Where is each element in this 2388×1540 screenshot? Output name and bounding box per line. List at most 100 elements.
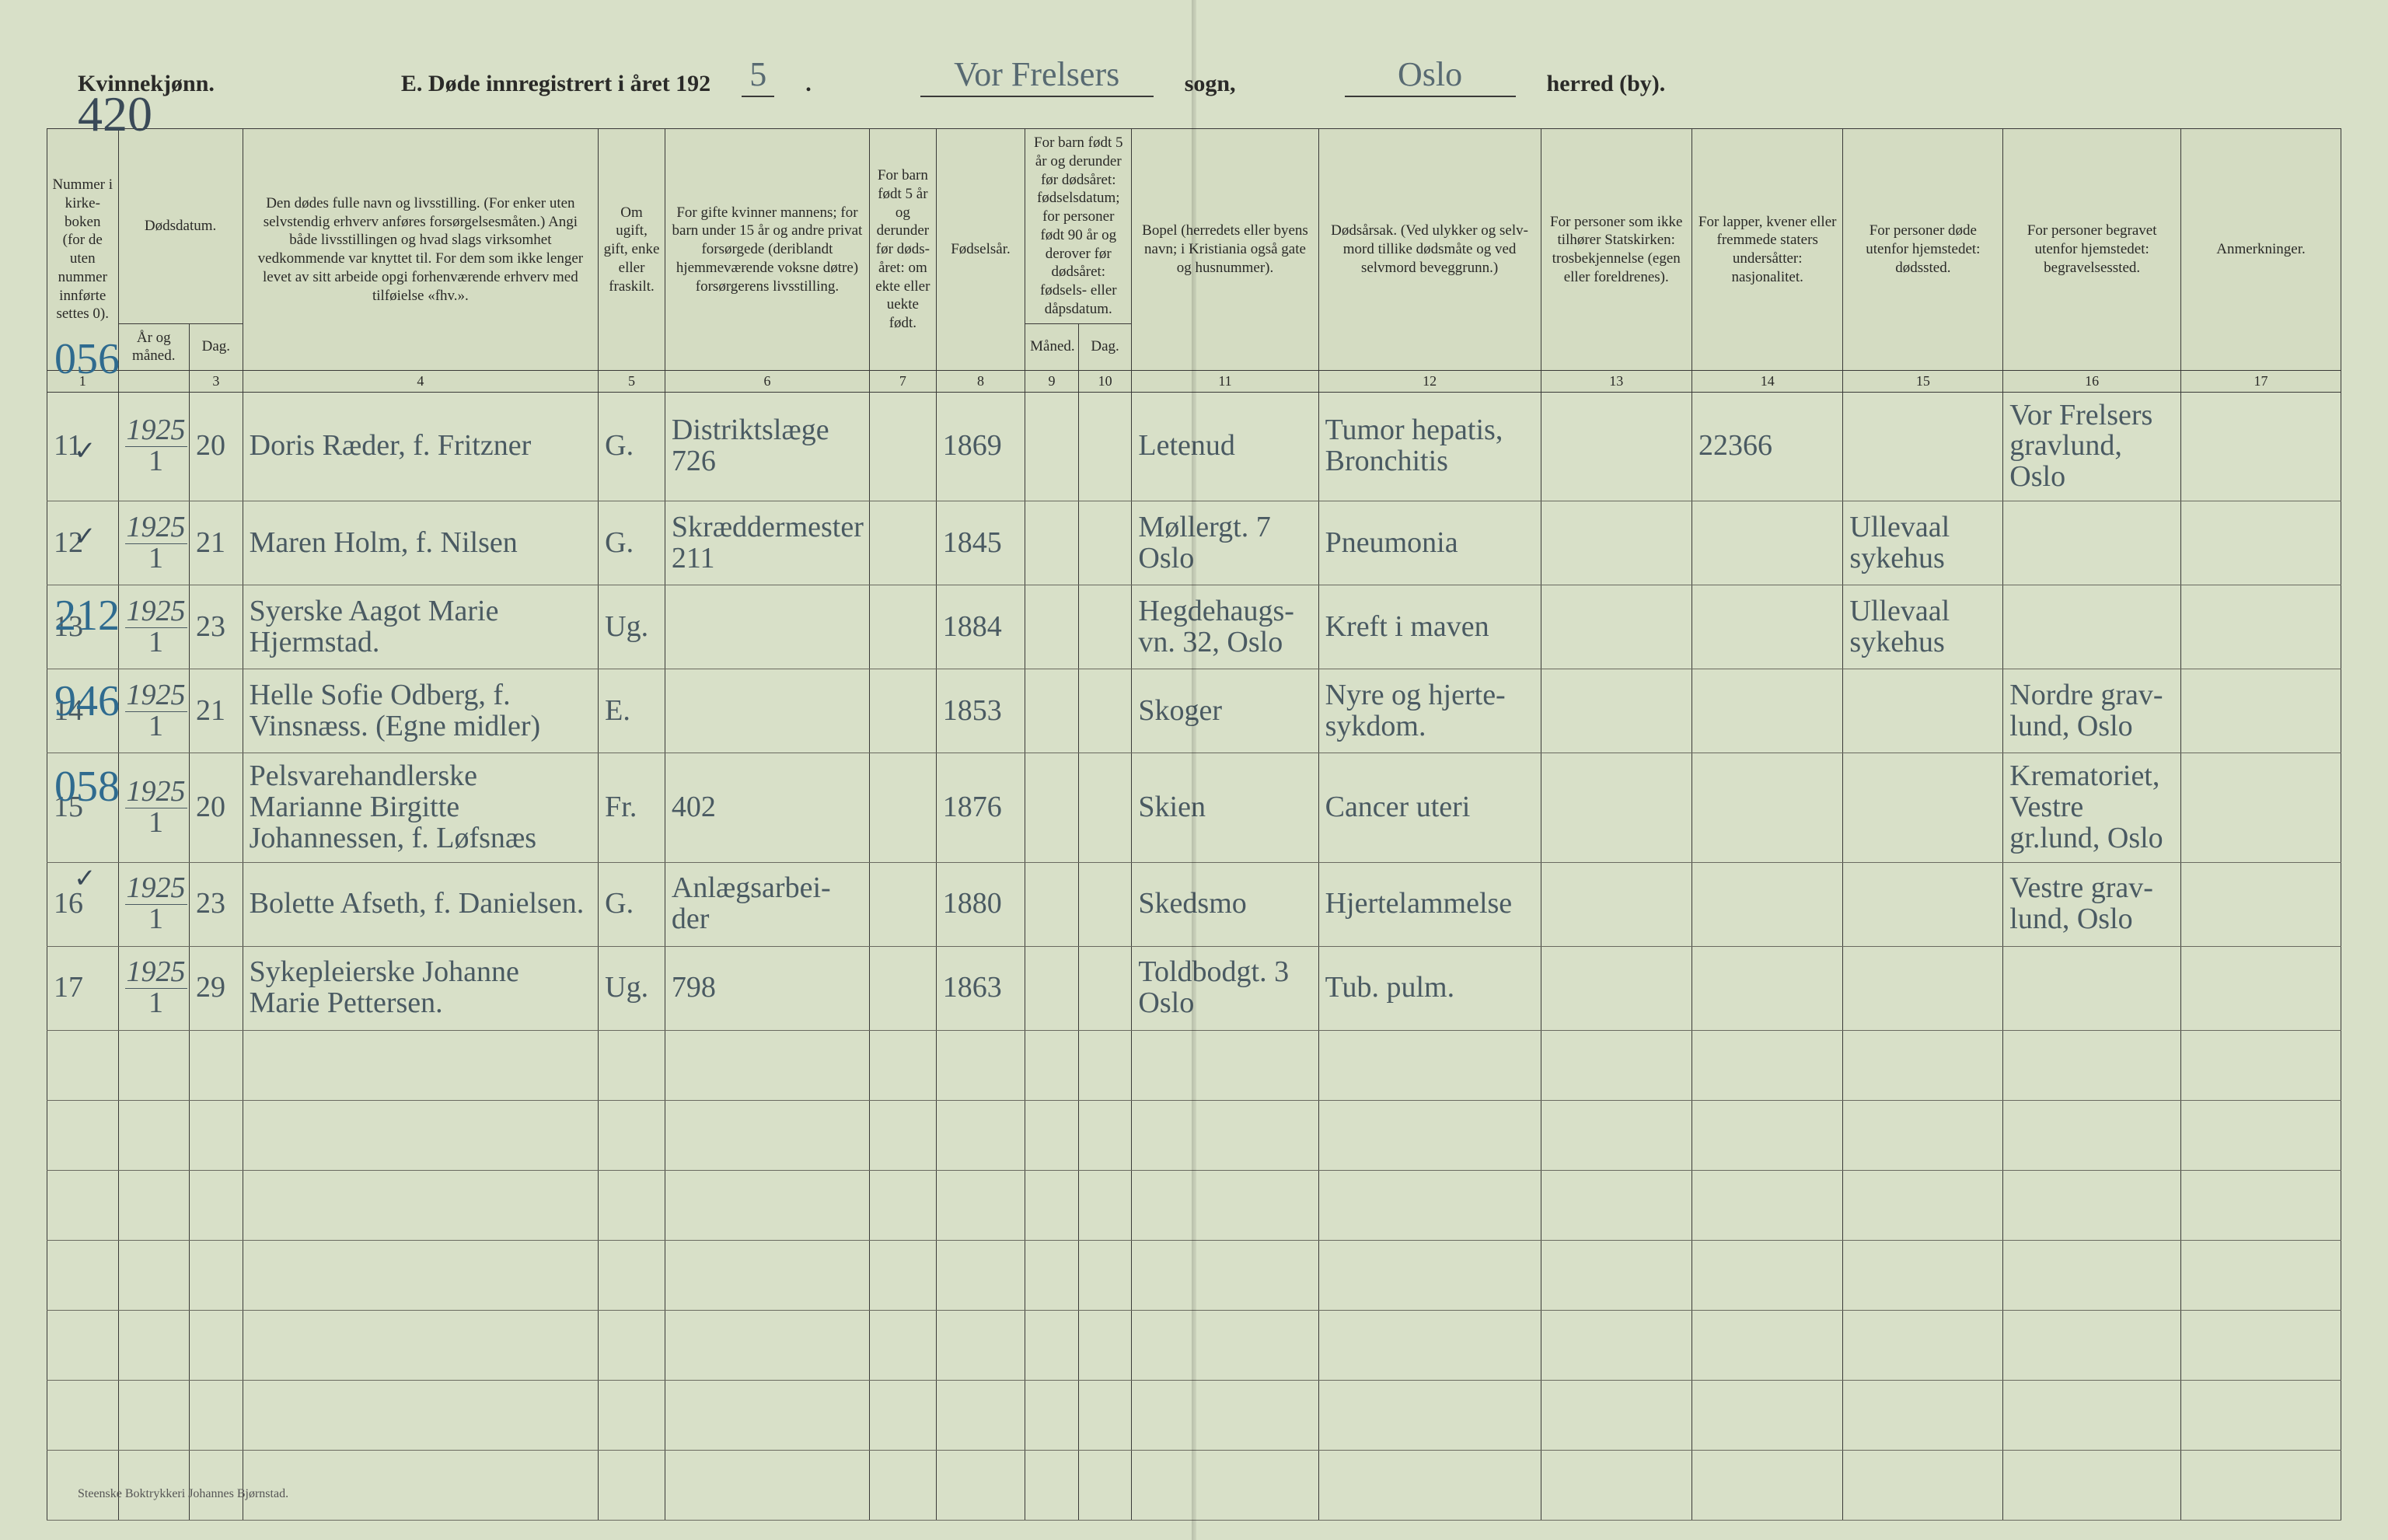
cell: 402 bbox=[665, 753, 869, 863]
empty-cell bbox=[1843, 1240, 2003, 1310]
cell: Skedsmo bbox=[1132, 862, 1318, 946]
cell bbox=[2003, 501, 2181, 585]
cell: 19251 bbox=[118, 501, 190, 585]
empty-cell bbox=[665, 1380, 869, 1450]
empty-cell bbox=[1025, 1170, 1079, 1240]
empty-cell bbox=[1692, 1240, 1842, 1310]
empty-cell bbox=[869, 1380, 936, 1450]
col-subheader: Dag. bbox=[1078, 323, 1132, 371]
district-value: Oslo bbox=[1345, 54, 1516, 97]
empty-cell bbox=[2181, 1100, 2341, 1170]
empty-cell bbox=[1132, 1450, 1318, 1520]
cell bbox=[869, 585, 936, 669]
cell bbox=[2003, 946, 2181, 1030]
ledger-page: 420 Kvinnekjønn. E. Døde innregistrert i… bbox=[0, 0, 2388, 1540]
empty-cell bbox=[869, 1450, 936, 1520]
cell: Skien bbox=[1132, 753, 1318, 863]
cell: Kreft i maven bbox=[1318, 585, 1541, 669]
cell: Nordre grav-lund, Oslo bbox=[2003, 669, 2181, 753]
cell: E. bbox=[599, 669, 665, 753]
cell bbox=[1541, 862, 1692, 946]
cell: Ug. bbox=[599, 585, 665, 669]
empty-cell bbox=[1078, 1100, 1132, 1170]
colnum: 3 bbox=[190, 371, 243, 393]
cell: Skoger bbox=[1132, 669, 1318, 753]
cell bbox=[1692, 585, 1842, 669]
empty-cell bbox=[2003, 1100, 2181, 1170]
empty-cell bbox=[1025, 1380, 1079, 1450]
col-subheader: Dag. bbox=[190, 323, 243, 371]
cell bbox=[1692, 501, 1842, 585]
cell: Anlægsarbei-der bbox=[665, 862, 869, 946]
empty-cell bbox=[936, 1380, 1025, 1450]
col-header: Den dødes fulle navn og livsstilling. (F… bbox=[243, 129, 599, 371]
cell bbox=[665, 585, 869, 669]
empty-cell bbox=[665, 1100, 869, 1170]
empty-cell bbox=[1541, 1030, 1692, 1100]
cell: 20 bbox=[190, 753, 243, 863]
cell: 19251 bbox=[118, 392, 190, 501]
empty-cell bbox=[190, 1100, 243, 1170]
colnum: 12 bbox=[1318, 371, 1541, 393]
cell: Helle Sofie Odberg, f. Vinsnæss. (Egne m… bbox=[243, 669, 599, 753]
cell: 19251 bbox=[118, 753, 190, 863]
empty-cell bbox=[1843, 1030, 2003, 1100]
empty-cell bbox=[1318, 1030, 1541, 1100]
empty-cell bbox=[1078, 1380, 1132, 1450]
empty-cell bbox=[118, 1030, 190, 1100]
empty-cell bbox=[1025, 1030, 1079, 1100]
colnum: 6 bbox=[665, 371, 869, 393]
cell: Maren Holm, f. Nilsen bbox=[243, 501, 599, 585]
cell bbox=[1078, 501, 1132, 585]
cell bbox=[1843, 946, 2003, 1030]
empty-cell bbox=[936, 1030, 1025, 1100]
empty-cell bbox=[190, 1310, 243, 1380]
empty-cell bbox=[1692, 1170, 1842, 1240]
cell bbox=[1692, 669, 1842, 753]
colnum: 15 bbox=[1843, 371, 2003, 393]
empty-cell bbox=[665, 1450, 869, 1520]
cell: 21 bbox=[190, 501, 243, 585]
cell: Skræddermester 211 bbox=[665, 501, 869, 585]
empty-cell bbox=[869, 1030, 936, 1100]
cell: 1845 bbox=[936, 501, 1025, 585]
cell bbox=[2181, 585, 2341, 669]
cell: Ullevaal sykehus bbox=[1843, 501, 2003, 585]
colnum: 9 bbox=[1025, 371, 1079, 393]
empty-cell bbox=[869, 1100, 936, 1170]
cell: 1869 bbox=[936, 392, 1025, 501]
empty-cell bbox=[1318, 1100, 1541, 1170]
empty-cell bbox=[1025, 1240, 1079, 1310]
empty-cell bbox=[1078, 1310, 1132, 1380]
empty-cell bbox=[869, 1240, 936, 1310]
cell bbox=[2181, 669, 2341, 753]
colnum: 5 bbox=[599, 371, 665, 393]
empty-cell bbox=[1132, 1310, 1318, 1380]
cell bbox=[1692, 753, 1842, 863]
empty-cell bbox=[1318, 1240, 1541, 1310]
cell: Hjertelammelse bbox=[1318, 862, 1541, 946]
cell bbox=[1692, 862, 1842, 946]
book-spine bbox=[1192, 0, 1196, 1540]
col-header: Dødsårsak. (Ved ulykker og selv­mord til… bbox=[1318, 129, 1541, 371]
colnum: 14 bbox=[1692, 371, 1842, 393]
empty-cell bbox=[2181, 1310, 2341, 1380]
cell: Bolette Afseth, f. Danielsen. bbox=[243, 862, 599, 946]
cell: Pelsvarehandlerske Marianne Birgitte Joh… bbox=[243, 753, 599, 863]
empty-cell bbox=[118, 1100, 190, 1170]
cell: Hegdehaugs-vn. 32, Oslo bbox=[1132, 585, 1318, 669]
cell: Distriktslæge 726 bbox=[665, 392, 869, 501]
cell: Doris Ræder, f. Fritzner bbox=[243, 392, 599, 501]
empty-cell bbox=[1318, 1450, 1541, 1520]
colnum bbox=[118, 371, 190, 393]
col-header: Om ugift, gift, enke eller fraskilt. bbox=[599, 129, 665, 371]
cell bbox=[2181, 862, 2341, 946]
cell bbox=[1541, 501, 1692, 585]
empty-cell bbox=[599, 1450, 665, 1520]
cell: 1863 bbox=[936, 946, 1025, 1030]
empty-cell bbox=[47, 1170, 119, 1240]
cell: Letenud bbox=[1132, 392, 1318, 501]
empty-cell bbox=[47, 1310, 119, 1380]
empty-cell bbox=[47, 1380, 119, 1450]
empty-cell bbox=[665, 1170, 869, 1240]
